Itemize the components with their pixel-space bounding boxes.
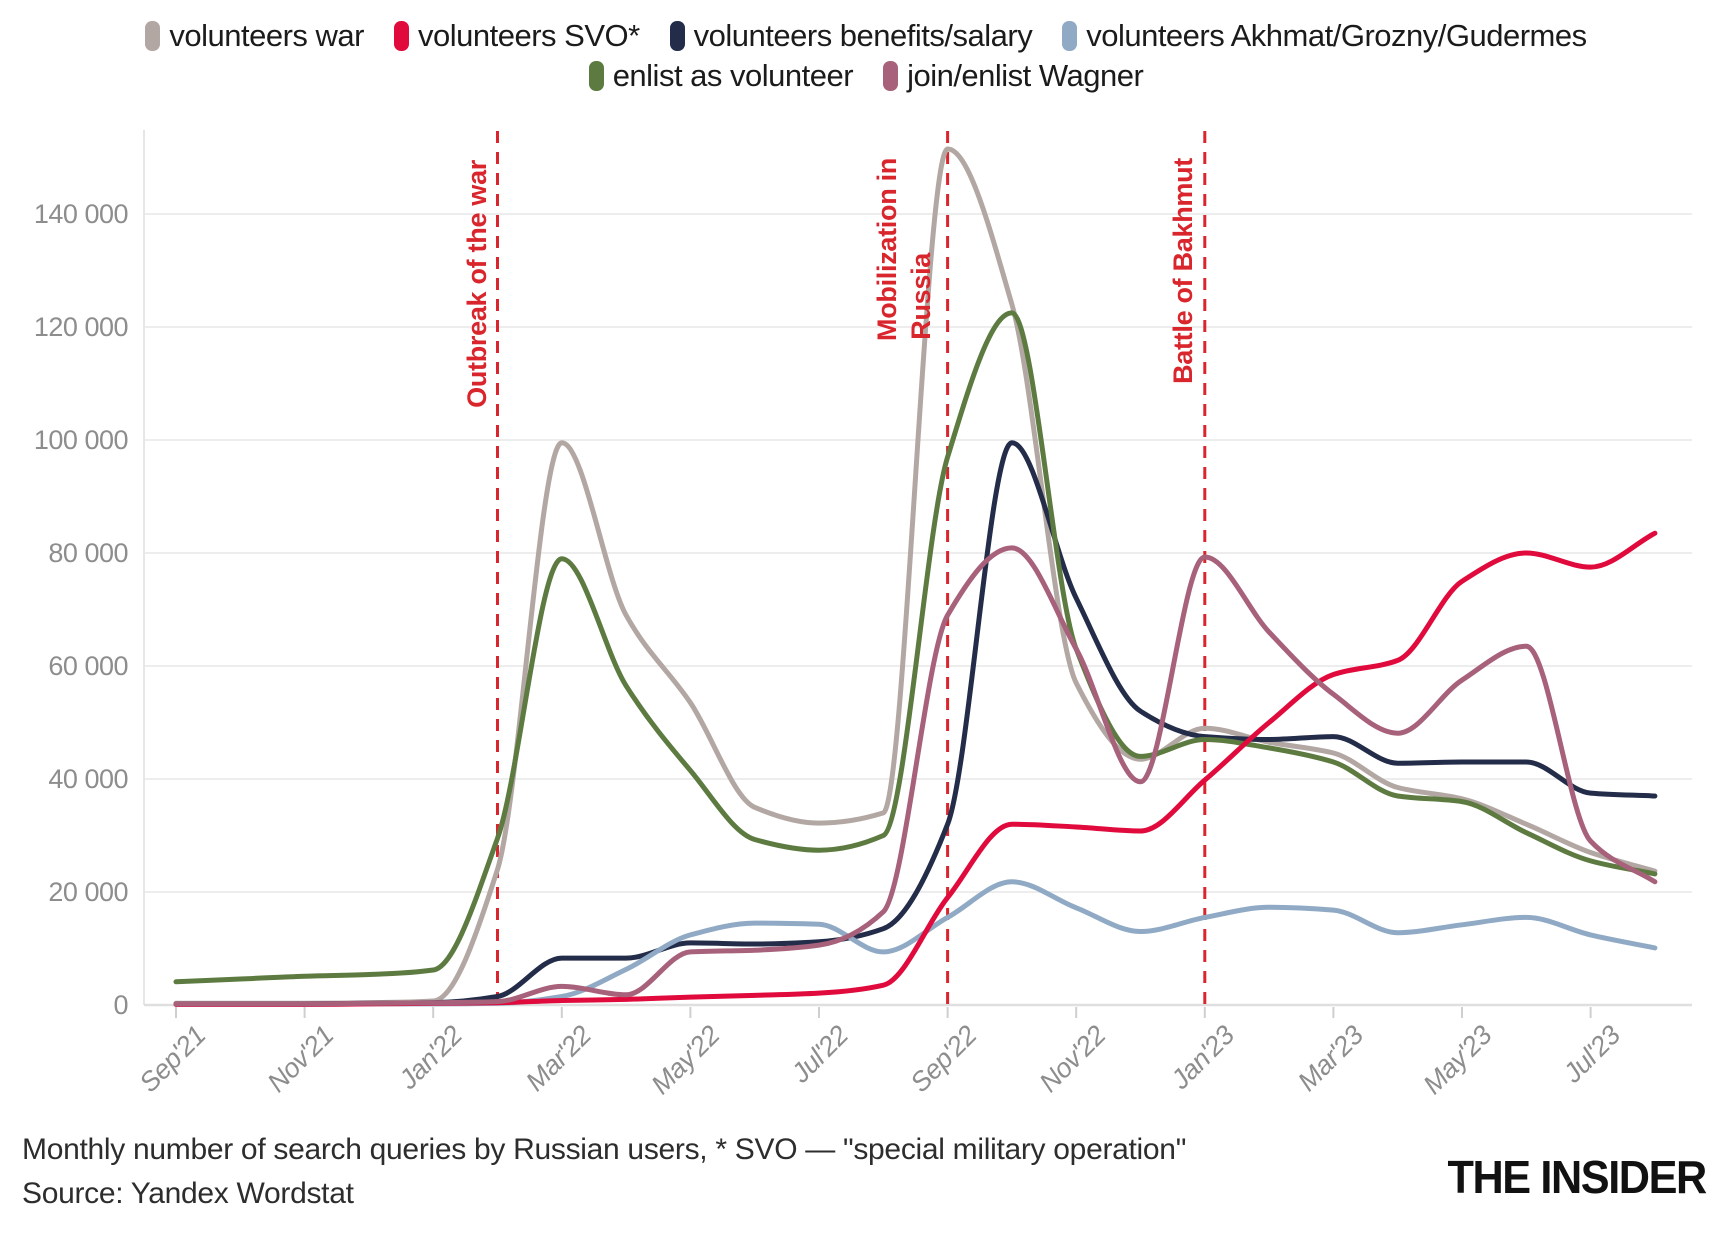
legend-color-chip [883,61,899,91]
y-axis-tick-label: 60 000 [48,651,128,681]
legend-item: volunteers SVO* [394,18,640,54]
legend-row: volunteers war volunteers SVO* volunteers … [145,18,1587,54]
annotation-text: Mobilization in [872,158,902,341]
legend-item: volunteers benefits/salary [669,18,1033,54]
annotation-text: Battle of Bakhmut [1168,158,1198,384]
annotation-text: Russia [906,253,936,340]
annotation-text: Outbreak of the war [462,160,492,408]
series-line-5 [173,310,1658,985]
legend-item: volunteers Akhmat/Grozny/Gudermes [1062,18,1587,54]
legend-label: volunteers Akhmat/Grozny/Gudermes [1086,18,1587,53]
legend-item: enlist as volunteer [588,58,854,94]
series-line-4 [173,879,1658,1007]
legend-label: join/enlist Wagner [907,58,1144,93]
the-insider-logo: THE INSIDER [1447,1151,1708,1203]
y-axis-tick-label: 0 [113,990,128,1020]
legend-item: volunteers war [145,18,364,54]
series-lines [173,146,1658,1007]
legend-label: enlist as volunteer [612,58,854,93]
series-line-6 [173,545,1658,1007]
legend-color-chip [588,61,604,91]
legend-label: volunteers war [169,18,364,53]
y-axis-tick-label: 120 000 [33,312,129,342]
caption-title: Monthly number of search queries by Russ… [22,1133,1187,1166]
chart-legend: volunteers war volunteers SVO* volunteers … [0,18,1732,94]
y-axis-tick-label: 80 000 [48,538,128,568]
legend-row: enlist as volunteer join/enlist Wagner [588,58,1144,94]
caption-source: Source: Yandex Wordstat [22,1177,354,1210]
legend-label: volunteers benefits/salary [693,18,1033,53]
legend-label: volunteers SVO* [418,18,640,53]
series-line-1 [173,146,1658,1006]
y-axis-tick-label: 100 000 [33,425,129,455]
y-axis-tick-label: 40 000 [48,764,128,794]
legend-color-chip [669,21,685,51]
legend-item: join/enlist Wagner [883,58,1144,94]
legend-color-chip [394,21,409,51]
event-lines [496,131,1207,1013]
legend-color-chip [1062,21,1078,51]
legend-color-chip [145,21,161,51]
chart-caption: Monthly number of search queries by Russ… [22,1128,1186,1216]
y-axis-tick-label: 20 000 [48,877,128,907]
y-axis-tick-label: 140 000 [33,199,129,229]
series-line-3 [173,440,1658,1007]
